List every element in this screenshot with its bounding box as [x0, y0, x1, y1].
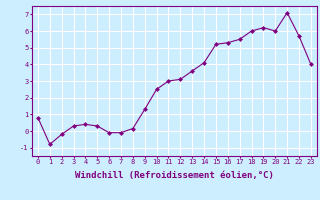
X-axis label: Windchill (Refroidissement éolien,°C): Windchill (Refroidissement éolien,°C)	[75, 171, 274, 180]
